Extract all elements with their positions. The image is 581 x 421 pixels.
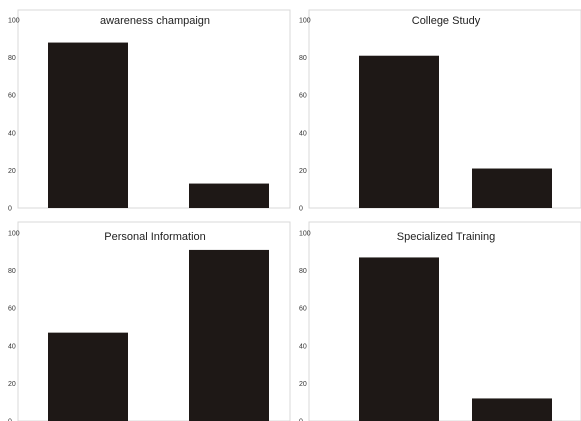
bar xyxy=(189,249,269,421)
chart-title: College Study xyxy=(412,15,481,27)
y-tick-label: 60 xyxy=(299,306,307,313)
y-tick-label: 80 xyxy=(8,55,16,62)
chart-title: Personal Information xyxy=(104,231,206,243)
plot-frame xyxy=(308,9,581,209)
y-tick-label: 0 xyxy=(8,419,12,421)
bar xyxy=(359,257,439,421)
chart-svg: 0 20 40 60 80 100 College Study xyxy=(299,9,581,213)
bar xyxy=(48,332,128,421)
y-tick-label: 0 xyxy=(8,206,12,213)
y-tick-label: 20 xyxy=(299,168,307,175)
y-tick-label: 20 xyxy=(299,381,307,388)
chart-svg: 0 20 40 60 80 100 Personal Information xyxy=(8,221,291,421)
y-tick-label: 40 xyxy=(299,343,307,350)
y-tick-label: 40 xyxy=(8,130,16,137)
y-tick-label: 100 xyxy=(8,231,20,238)
plot-frame xyxy=(308,221,581,421)
y-tick-label: 60 xyxy=(8,93,16,100)
chart-panel-specialized-training: 0 20 40 60 80 100 Specialized Training xyxy=(291,221,581,421)
chart-title: Specialized Training xyxy=(397,231,495,243)
y-tick-label: 80 xyxy=(8,268,16,275)
y-tick-label: 100 xyxy=(299,231,311,238)
bar xyxy=(48,42,128,209)
chart-title: awareness champaign xyxy=(100,15,210,27)
y-tick-label: 40 xyxy=(299,130,307,137)
bar xyxy=(359,55,439,208)
chart-panel-college-study: 0 20 40 60 80 100 College Study xyxy=(291,0,581,213)
bar xyxy=(472,168,552,208)
chart-svg: 0 20 40 60 80 100 Specialized Training xyxy=(299,221,581,421)
plot-frame xyxy=(17,9,291,209)
y-tick-label: 80 xyxy=(299,268,307,275)
y-tick-label: 0 xyxy=(299,206,303,213)
y-tick-label: 60 xyxy=(8,306,16,313)
y-tick-label: 100 xyxy=(8,18,20,25)
chart-panel-awareness-champaign: 0 20 40 60 80 100 awareness champaign xyxy=(0,0,291,213)
plot-frame xyxy=(17,221,291,421)
bar xyxy=(189,183,269,208)
y-tick-label: 80 xyxy=(299,55,307,62)
y-tick-label: 100 xyxy=(299,18,311,25)
bar xyxy=(472,398,552,421)
chart-svg: 0 20 40 60 80 100 awareness champaign xyxy=(8,9,291,213)
y-tick-label: 40 xyxy=(8,343,16,350)
y-tick-label: 20 xyxy=(8,381,16,388)
y-tick-label: 0 xyxy=(299,419,303,421)
y-tick-label: 60 xyxy=(299,93,307,100)
y-tick-label: 20 xyxy=(8,168,16,175)
chart-panel-personal-information: 0 20 40 60 80 100 Personal Information xyxy=(0,221,291,421)
